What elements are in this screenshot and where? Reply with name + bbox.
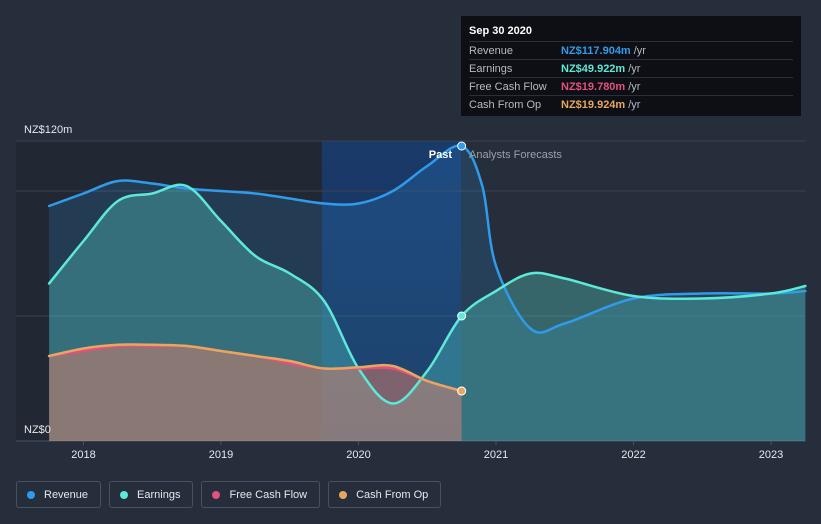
revenue-area — [49, 145, 806, 441]
tooltip: Sep 30 2020 Revenue NZ$117.904m /yr Earn… — [461, 16, 801, 116]
y-tick-label-bottom: NZ$0 — [24, 424, 51, 436]
legend-item-cash-from-op[interactable]: Cash From Op — [328, 481, 442, 508]
tooltip-label: Cash From Op — [469, 98, 542, 111]
legend-item-earnings[interactable]: Earnings — [109, 481, 194, 508]
tooltip-label: Revenue — [469, 44, 514, 57]
legend-item-revenue[interactable]: Revenue — [16, 481, 102, 508]
cash-from-op-marker — [457, 386, 467, 396]
legend: Revenue Earnings Free Cash Flow Cash Fro… — [16, 481, 442, 508]
tooltip-value: NZ$49.922m — [561, 62, 626, 75]
legend-item-free-cash-flow[interactable]: Free Cash Flow — [201, 481, 321, 508]
legend-label: Earnings — [137, 488, 181, 501]
x-tick-label: 2022 — [621, 449, 645, 461]
x-tick-label: 2018 — [71, 449, 95, 461]
x-tick-label: 2020 — [346, 449, 370, 461]
legend-dot-icon — [120, 490, 129, 499]
past-label: Past — [429, 149, 453, 161]
tooltip-unit: /yr — [628, 80, 641, 93]
legend-label: Free Cash Flow — [229, 488, 308, 501]
x-tick-label: 2021 — [484, 449, 508, 461]
x-tick-label: 2019 — [209, 449, 233, 461]
legend-dot-icon — [339, 490, 348, 499]
revenue-line — [47, 144, 807, 334]
x-tick-label: 2023 — [759, 449, 783, 461]
tooltip-unit: /yr — [633, 44, 646, 57]
legend-label: Cash From Op — [356, 488, 429, 501]
tooltip-label: Free Cash Flow — [469, 80, 547, 93]
revenue-marker — [457, 141, 467, 151]
tooltip-row-cash-from-op: Cash From Op NZ$19.924m /yr — [469, 95, 793, 113]
tooltip-unit: /yr — [628, 62, 641, 75]
legend-dot-icon — [27, 490, 35, 499]
tooltip-label: Earnings — [469, 62, 513, 75]
tooltip-value: NZ$117.904m — [561, 44, 631, 57]
earnings-marker — [457, 311, 467, 321]
tooltip-row-earnings: Earnings NZ$49.922m /yr — [469, 59, 793, 77]
earnings-line — [47, 183, 807, 405]
legend-dot-icon — [212, 490, 221, 499]
earnings-area — [49, 184, 806, 441]
tooltip-row-free-cash-flow: Free Cash Flow NZ$19.780m /yr — [469, 77, 793, 95]
forecast-label: Analysts Forecasts — [469, 149, 562, 161]
y-tick-label-top: NZ$120m — [24, 124, 72, 136]
tooltip-date: Sep 30 2020 — [469, 25, 532, 37]
legend-label: Revenue — [44, 488, 89, 501]
tooltip-unit: /yr — [628, 98, 641, 111]
tooltip-value: NZ$19.780m — [561, 80, 626, 93]
cash-from-op-line — [47, 343, 463, 393]
tooltip-value: NZ$19.924m — [561, 98, 626, 111]
tooltip-row-revenue: Revenue NZ$117.904m /yr — [469, 41, 793, 59]
